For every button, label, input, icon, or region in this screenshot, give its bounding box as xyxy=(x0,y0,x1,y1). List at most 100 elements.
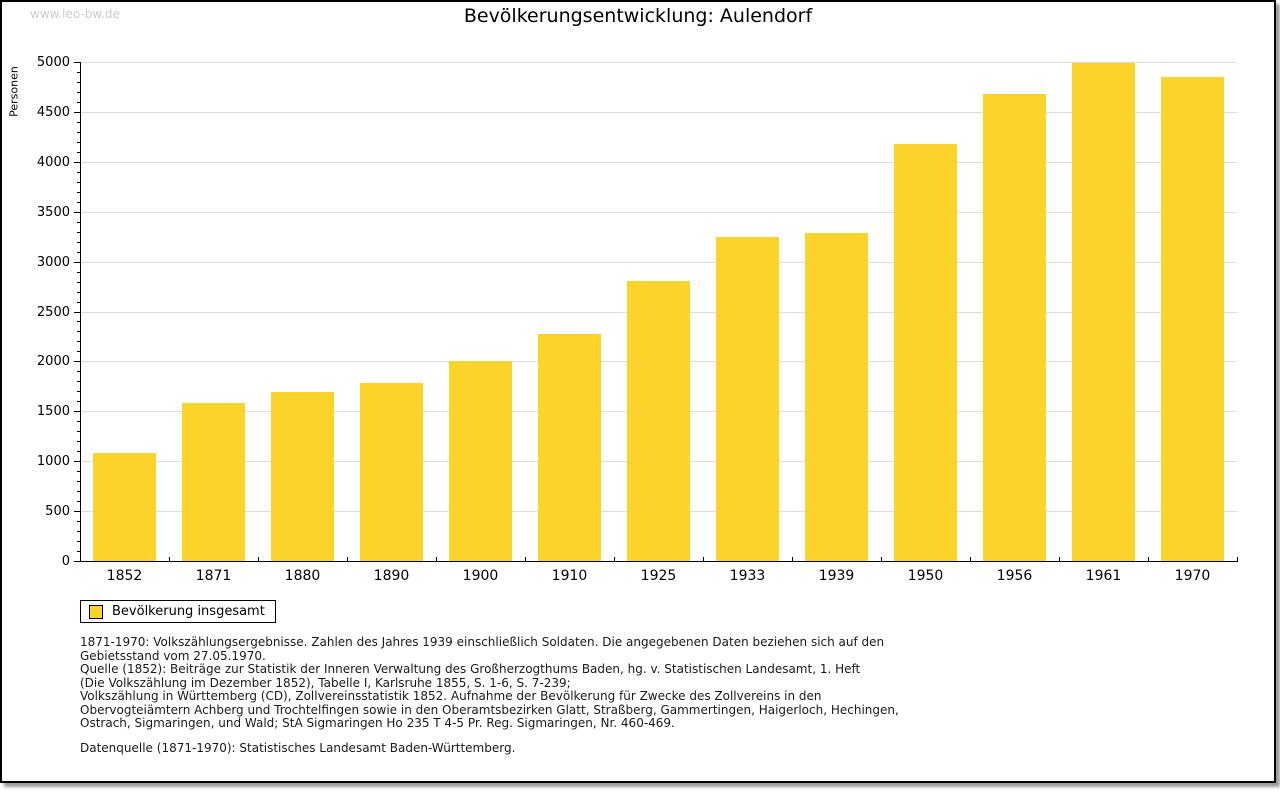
y-major-tick xyxy=(74,511,80,513)
x-tick-label: 1939 xyxy=(818,568,855,584)
y-minor-tick xyxy=(77,221,80,223)
footnote-line: Obervogteiämtern Achberg und Trochtelfin… xyxy=(80,702,899,717)
x-boundary-tick xyxy=(1148,557,1149,561)
y-minor-tick xyxy=(77,121,80,123)
y-minor-tick xyxy=(77,341,80,343)
y-minor-tick xyxy=(77,471,80,473)
x-boundary-tick xyxy=(80,557,81,561)
y-major-tick xyxy=(74,161,80,163)
site-watermark: www.leo-bw.de xyxy=(30,7,120,21)
y-minor-tick xyxy=(77,241,80,243)
footnote-line: Volkszählung in Württemberg (CD), Zollve… xyxy=(80,689,822,703)
x-boundary-tick xyxy=(614,557,615,561)
y-minor-tick xyxy=(77,431,80,433)
y-minor-tick xyxy=(77,71,80,73)
x-boundary-tick xyxy=(881,557,882,561)
bar xyxy=(93,452,156,561)
y-minor-tick xyxy=(77,541,80,543)
y-minor-tick xyxy=(77,381,80,383)
y-minor-tick xyxy=(77,491,80,493)
gridline xyxy=(81,62,1237,63)
y-tick-label: 3000 xyxy=(36,254,70,270)
y-minor-tick xyxy=(77,301,80,303)
y-minor-tick xyxy=(77,501,80,503)
y-minor-tick xyxy=(77,551,80,553)
y-tick-label: 4500 xyxy=(36,104,70,120)
y-minor-tick xyxy=(77,421,80,423)
y-tick-label: 1500 xyxy=(36,404,70,420)
y-tick-label: 3500 xyxy=(36,204,70,220)
x-tick-label: 1890 xyxy=(373,568,410,584)
x-boundary-tick xyxy=(703,557,704,561)
y-minor-tick xyxy=(77,401,80,403)
y-tick-label: 0 xyxy=(61,554,70,569)
x-tick-label: 1910 xyxy=(551,568,588,584)
x-tick-label: 1950 xyxy=(907,568,944,584)
y-minor-tick xyxy=(77,91,80,93)
y-minor-tick xyxy=(77,181,80,183)
x-tick-label: 1933 xyxy=(729,568,766,584)
y-major-tick xyxy=(74,111,80,113)
bar xyxy=(538,334,601,561)
x-boundary-tick xyxy=(169,557,170,561)
bar xyxy=(805,232,868,561)
footnote-line: 1871-1970: Volkszählungsergebnisse. Zahl… xyxy=(80,635,885,649)
y-minor-tick xyxy=(77,151,80,153)
bar xyxy=(1161,76,1224,561)
axes xyxy=(80,62,1238,562)
y-minor-tick xyxy=(77,131,80,133)
y-minor-tick xyxy=(77,331,80,333)
bar xyxy=(1072,62,1135,561)
bar xyxy=(449,361,512,561)
y-minor-tick xyxy=(77,101,80,103)
bar xyxy=(894,144,957,561)
legend: Bevölkerung insgesamt xyxy=(80,600,276,623)
y-major-tick xyxy=(74,62,80,63)
y-major-tick xyxy=(74,461,80,463)
x-boundary-tick xyxy=(525,557,526,561)
y-major-tick xyxy=(74,411,80,413)
x-boundary-tick xyxy=(347,557,348,561)
y-minor-tick xyxy=(77,141,80,143)
y-minor-tick xyxy=(77,81,80,83)
y-minor-tick xyxy=(77,451,80,453)
x-tick-label: 1871 xyxy=(195,568,232,584)
x-tick-label: 1900 xyxy=(462,568,499,584)
y-minor-tick xyxy=(77,251,80,253)
y-minor-tick xyxy=(77,231,80,233)
x-boundary-tick xyxy=(792,557,793,561)
x-boundary-tick xyxy=(1059,557,1060,561)
y-tick-label: 2500 xyxy=(36,304,70,320)
y-minor-tick xyxy=(77,391,80,393)
y-minor-tick xyxy=(77,321,80,323)
y-major-tick xyxy=(74,561,80,562)
bar xyxy=(182,402,245,561)
x-boundary-tick xyxy=(970,557,971,561)
y-tick-label: 2000 xyxy=(36,354,70,370)
y-major-tick xyxy=(74,261,80,263)
y-minor-tick xyxy=(77,271,80,273)
y-major-tick xyxy=(74,211,80,213)
x-boundary-tick xyxy=(436,557,437,561)
bar xyxy=(716,237,779,561)
x-tick-label: 1970 xyxy=(1174,568,1211,584)
y-minor-tick xyxy=(77,191,80,193)
y-tick-label: 500 xyxy=(45,504,70,520)
bar xyxy=(627,281,690,561)
y-minor-tick xyxy=(77,481,80,483)
y-tick-label: 4000 xyxy=(36,154,70,170)
x-tick-label: 1852 xyxy=(106,568,143,584)
y-minor-tick xyxy=(77,171,80,173)
y-tick-label: 5000 xyxy=(36,55,70,70)
x-tick-label: 1880 xyxy=(284,568,321,584)
bar-chart: 0 500 1000 1500 2000 2500 3000 3500 4000 4500 5000… xyxy=(2,2,1274,781)
y-minor-tick xyxy=(77,441,80,443)
y-major-tick xyxy=(74,361,80,363)
footnote-line: Ostrach, Sigmaringen, und Wald; StA Sigm… xyxy=(80,716,675,730)
legend-swatch xyxy=(89,604,103,619)
legend-label: Bevölkerung insgesamt xyxy=(112,604,265,619)
footnote-line: Quelle (1852): Beiträge zur Statistik de… xyxy=(80,662,861,676)
y-minor-tick xyxy=(77,521,80,523)
bar xyxy=(271,392,334,561)
